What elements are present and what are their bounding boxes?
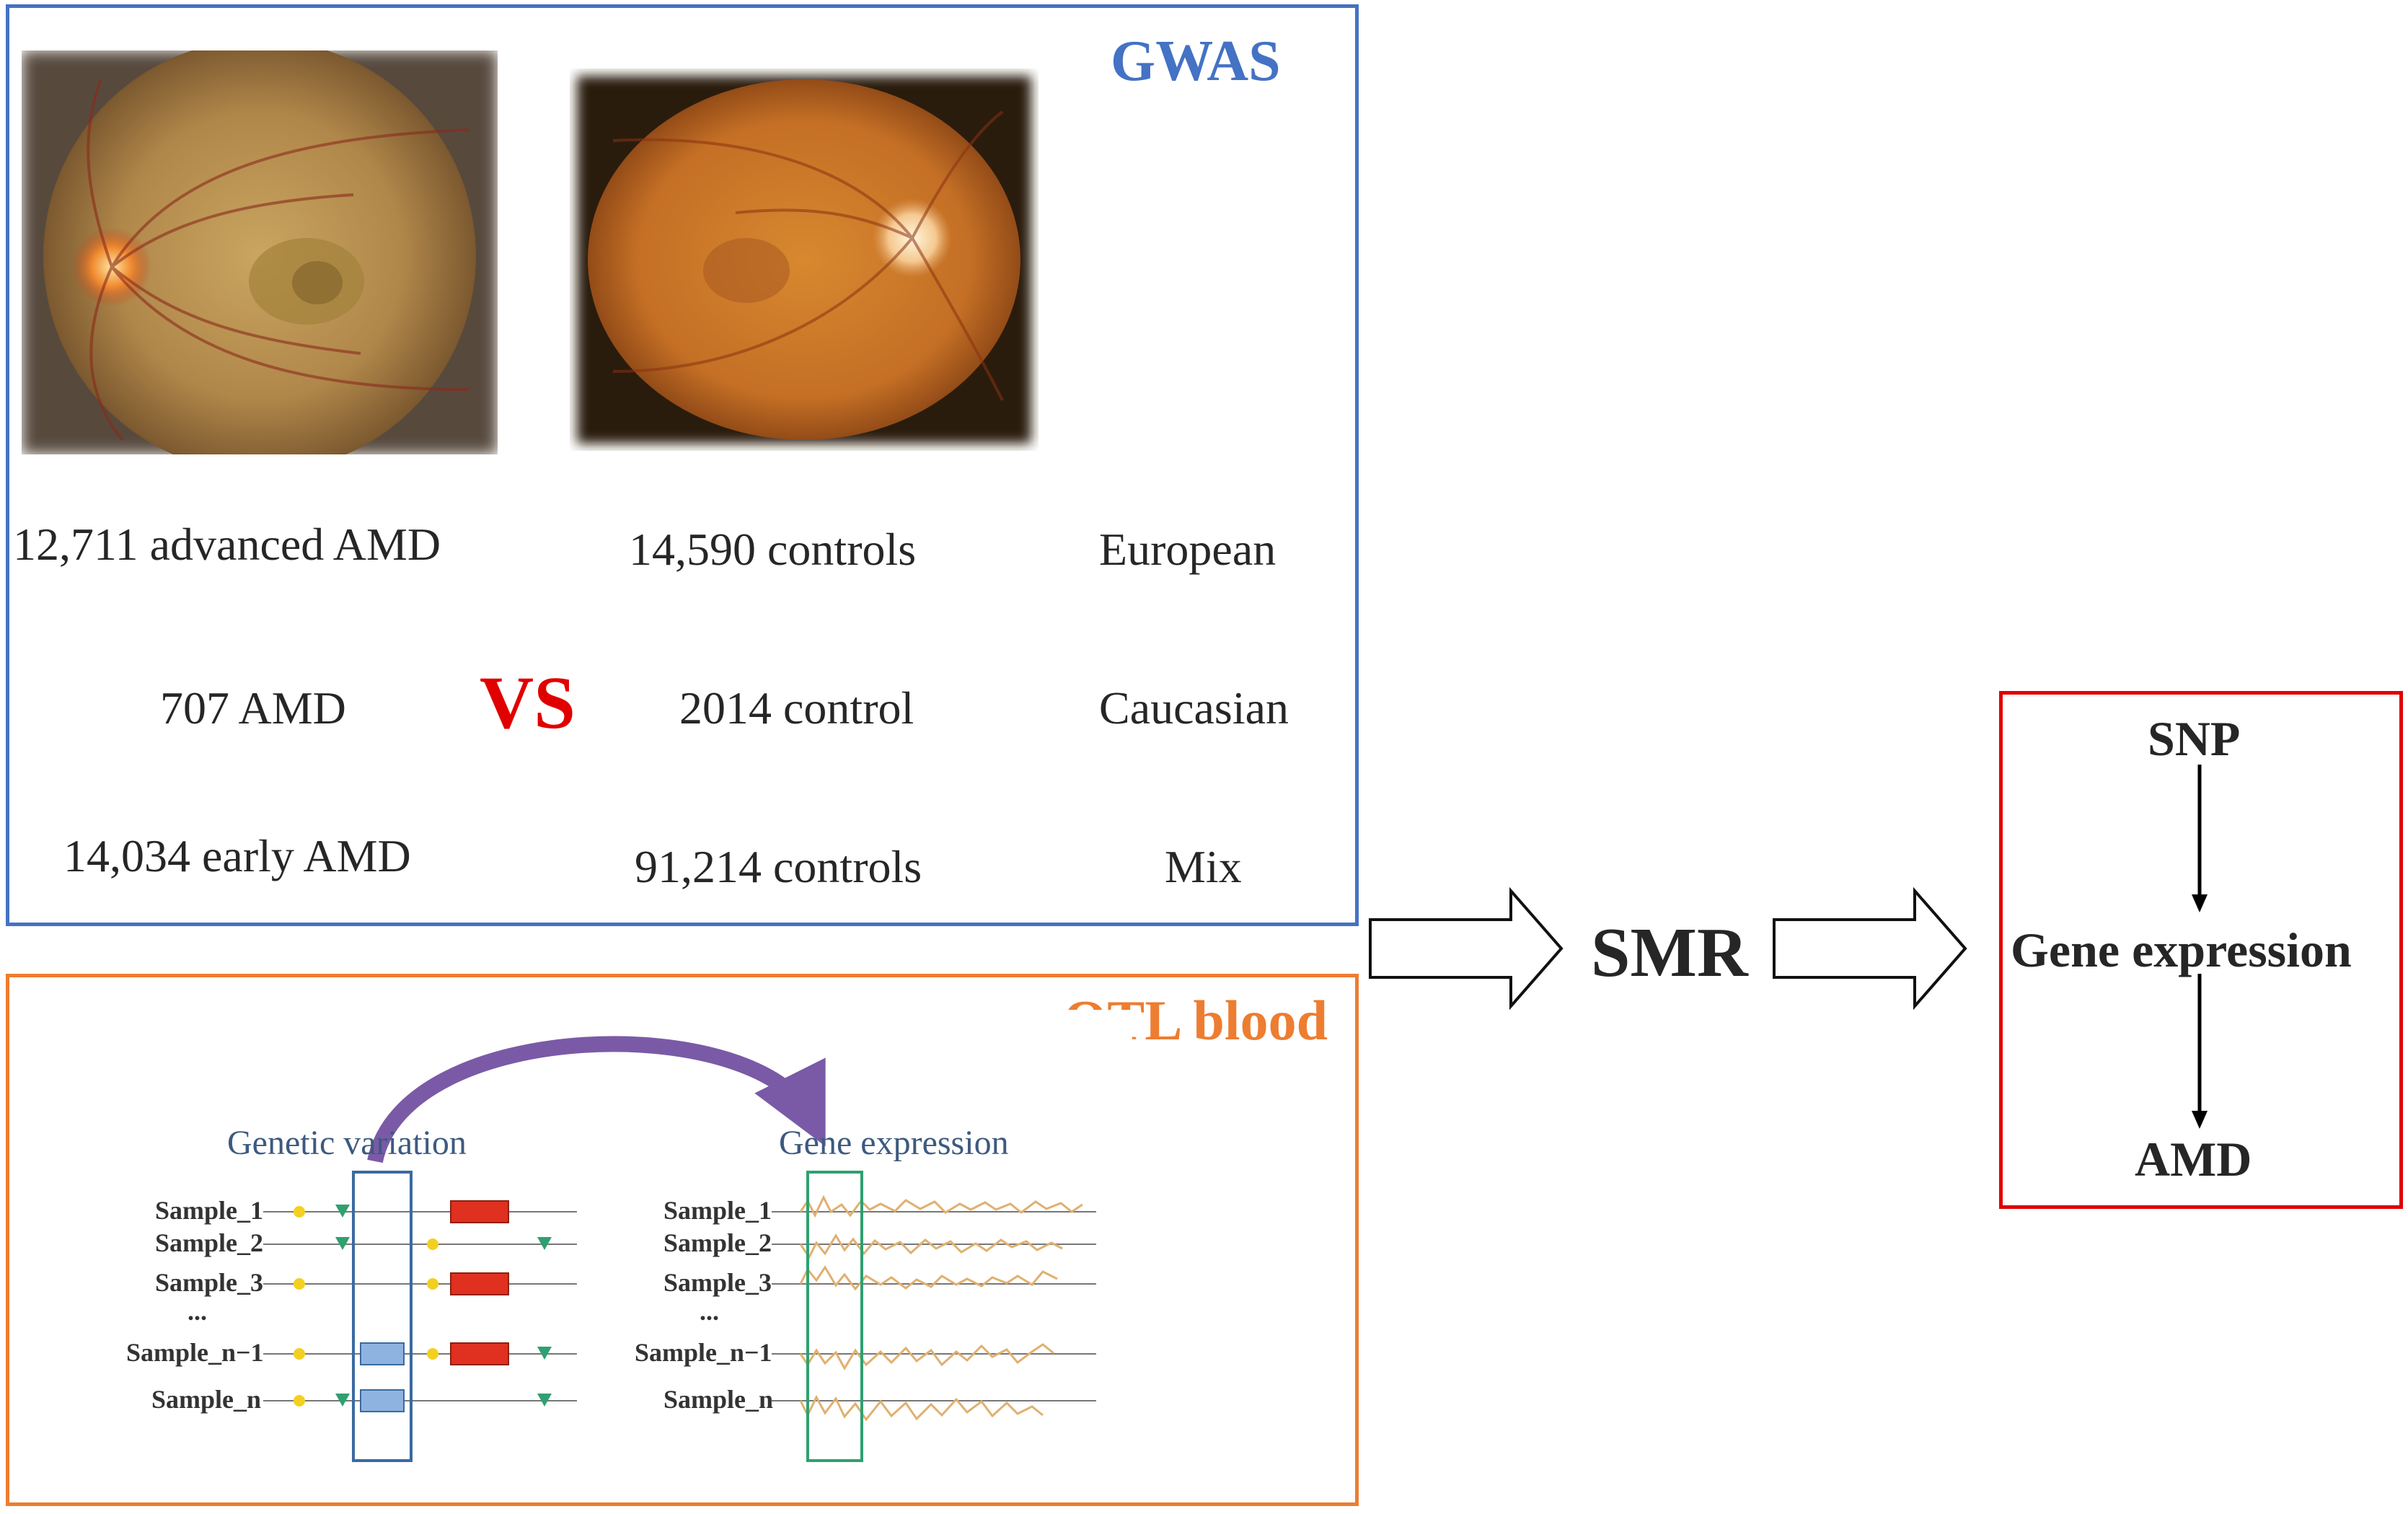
left-sample-label-6: Sample_n (151, 1385, 261, 1414)
arrow-snp-to-gene (2192, 765, 2208, 912)
gene-expression-label: Gene expression (2011, 923, 2352, 977)
cases-row-2: 707 AMD (160, 682, 346, 734)
population-row-1: European (1099, 524, 1276, 575)
left-sample-label-4: ... (188, 1297, 207, 1326)
left-sample-label-3: Sample_3 (155, 1268, 263, 1297)
arrow-to-result (1773, 887, 1967, 1010)
population-row-2: Caucasian (1099, 682, 1289, 734)
genetic-variation-heading: Genetic variation (227, 1124, 467, 1162)
controls-row-3: 91,214 controls (635, 841, 922, 892)
retina-image-amd (22, 50, 498, 454)
left-sample-label-1: Sample_1 (155, 1196, 263, 1225)
population-row-3: Mix (1165, 841, 1242, 892)
controls-row-1: 14,590 controls (629, 524, 917, 575)
left-sample-label-2: Sample_2 (155, 1228, 263, 1257)
gene-expression-heading: Gene expression (779, 1124, 1009, 1162)
cases-row-3: 14,034 early AMD (63, 830, 411, 881)
gwas-panel (6, 4, 1359, 926)
eqtl-illustration: Genetic variation Gene expression Sample… (79, 1010, 1132, 1479)
left-sample-label-5: Sample_n−1 (126, 1338, 264, 1367)
vs-label: VS (480, 661, 575, 744)
snp-label: SNP (2148, 711, 2241, 766)
gwas-title: GWAS (1111, 30, 1281, 93)
amd-label: AMD (2135, 1132, 2252, 1187)
result-panel (1999, 691, 2403, 1209)
right-sample-label-2: Sample_2 (663, 1228, 772, 1257)
eqtl-panel (6, 974, 1359, 1506)
arrow-gene-to-amd (2192, 974, 2208, 1129)
cases-row-1: 12,711 advanced AMD (13, 519, 441, 570)
controls-row-2: 2014 control (679, 682, 914, 734)
right-sample-label-6: Sample_n (663, 1385, 773, 1414)
smr-label: SMR (1591, 914, 1748, 992)
right-sample-label-5: Sample_n−1 (635, 1338, 772, 1367)
right-sample-label-3: Sample_3 (663, 1268, 772, 1297)
right-sample-label-4: ... (700, 1297, 719, 1326)
right-sample-label-1: Sample_1 (663, 1196, 772, 1225)
arrow-to-smr (1369, 887, 1564, 1010)
retina-image-control (577, 76, 1031, 444)
